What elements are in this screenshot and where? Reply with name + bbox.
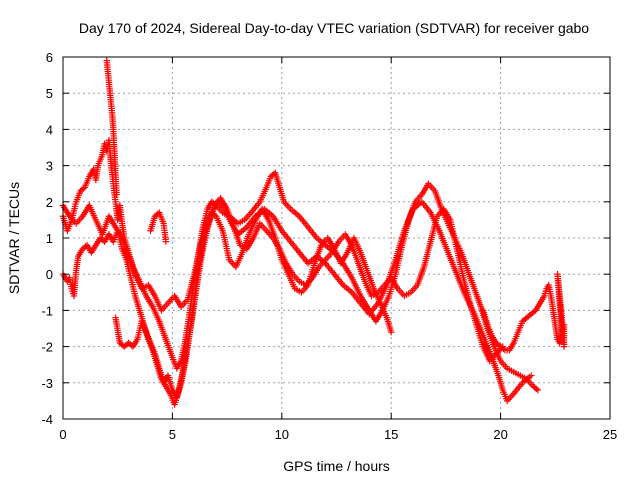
chart-title: Day 170 of 2024, Sidereal Day-to-day VTE… xyxy=(79,20,589,36)
data-point xyxy=(534,386,541,394)
y-tick-label: 5 xyxy=(46,86,53,101)
series-track-e xyxy=(479,271,568,354)
x-tick-label: 0 xyxy=(59,427,66,442)
y-tick-labels: -4 -3 -2 -1 0 1 2 3 4 5 6 xyxy=(41,50,53,427)
series-track-b xyxy=(59,198,535,408)
y-tick-label: 2 xyxy=(46,195,53,210)
data-point xyxy=(560,321,568,329)
data-points xyxy=(59,57,568,408)
x-tick-label: 20 xyxy=(493,427,507,442)
y-tick-label: -2 xyxy=(41,340,53,355)
x-axis-label: GPS time / hours xyxy=(283,458,390,474)
plot-frame xyxy=(62,56,611,420)
series-track-g xyxy=(147,209,170,245)
data-point xyxy=(211,211,218,219)
y-tick-label: -1 xyxy=(41,303,53,318)
series-track-f xyxy=(103,57,120,198)
x-tick-labels: 0 5 10 15 20 25 xyxy=(59,427,617,442)
data-point xyxy=(533,385,540,393)
y-tick-label: -4 xyxy=(41,412,53,427)
data-point xyxy=(162,238,170,245)
y-axis-label: SDTVAR / TECUs xyxy=(6,182,22,294)
data-point xyxy=(500,345,507,353)
grid-lines xyxy=(63,57,610,419)
data-point xyxy=(113,191,120,198)
y-tick-label: 0 xyxy=(46,267,53,282)
x-tick-label: 15 xyxy=(384,427,398,442)
axis-ticks xyxy=(62,56,611,420)
x-tick-label: 5 xyxy=(169,427,176,442)
data-point xyxy=(528,372,535,379)
series-track-c xyxy=(59,194,506,365)
data-point xyxy=(388,328,395,336)
y-tick-label: -3 xyxy=(41,376,53,391)
series-track-d xyxy=(112,205,395,401)
y-tick-label: 4 xyxy=(46,122,53,137)
y-tick-label: 6 xyxy=(46,50,53,65)
x-tick-label: 25 xyxy=(603,427,617,442)
y-tick-label: 3 xyxy=(46,159,53,174)
y-tick-label: 1 xyxy=(46,231,53,246)
data-point xyxy=(80,185,87,192)
x-tick-label: 10 xyxy=(275,427,289,442)
